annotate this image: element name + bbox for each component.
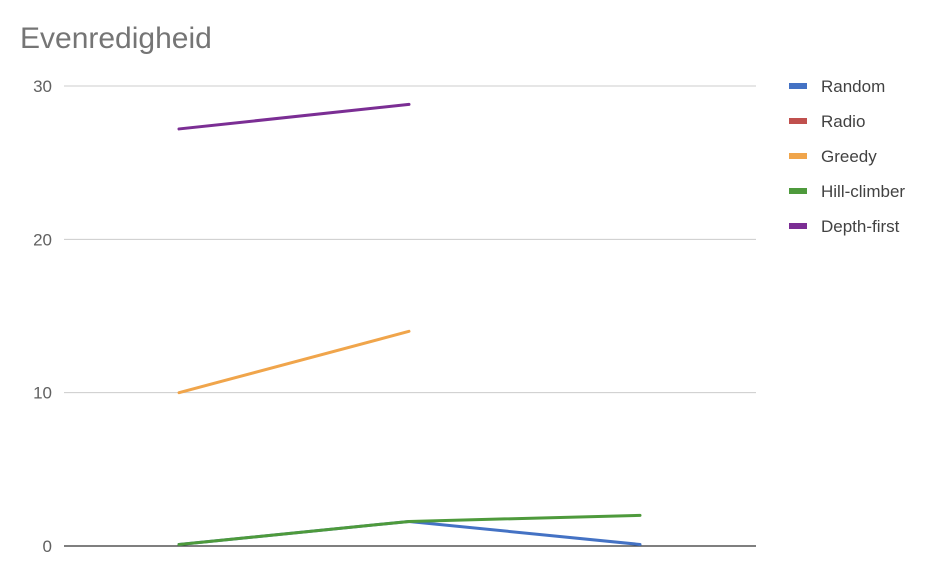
- legend-swatch: [789, 118, 807, 124]
- y-tick-label: 0: [43, 537, 52, 556]
- legend-label: Radio: [821, 112, 865, 131]
- legend-label: Greedy: [821, 147, 877, 166]
- legend-swatch: [789, 83, 807, 89]
- series-line-greedy: [177, 329, 411, 395]
- legend-label: Depth-first: [821, 217, 900, 236]
- legend-swatch: [789, 188, 807, 194]
- series-line-depth-first: [177, 102, 411, 131]
- chart-title: Evenredigheid: [20, 22, 212, 55]
- legend-swatch: [789, 223, 807, 229]
- y-tick-label: 30: [33, 77, 52, 96]
- legend-label: Random: [821, 77, 885, 96]
- series-line-random: [177, 519, 642, 546]
- series-line-hill-climber: [177, 513, 642, 546]
- y-tick-label: 10: [33, 384, 52, 403]
- legend-swatch: [789, 153, 807, 159]
- y-tick-label: 20: [33, 230, 52, 249]
- legend-label: Hill-climber: [821, 182, 905, 201]
